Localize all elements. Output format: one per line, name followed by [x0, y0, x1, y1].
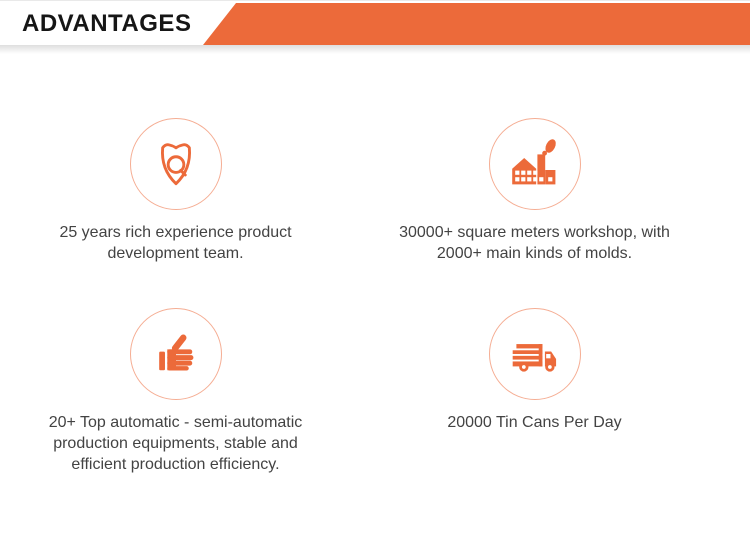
feature-line: 20000 Tin Cans Per Day — [447, 414, 622, 431]
feature-text: 25 years rich experience product develop… — [59, 222, 291, 264]
feature-text: 20000 Tin Cans Per Day — [447, 412, 621, 433]
feature-line: 20+ Top automatic - semi-automatic — [48, 414, 303, 431]
feature-text: 30000+ square meters workshop, with 2000… — [399, 222, 670, 264]
feature-line: production equipments, stable and — [53, 435, 298, 452]
feature-line: 25 years rich experience product — [59, 224, 292, 241]
header-title-plate: ADVANTAGES — [0, 3, 236, 45]
feature-equipment: 20+ Top automatic - semi-automatic produ… — [0, 308, 351, 475]
section-header: ADVANTAGES — [0, 0, 750, 54]
quality-shield-icon — [129, 118, 222, 210]
features-grid: 25 years rich experience product develop… — [0, 44, 750, 475]
factory-icon — [488, 118, 581, 210]
feature-experience: 25 years rich experience product develop… — [0, 118, 351, 264]
feature-output: 20000 Tin Cans Per Day — [359, 308, 710, 475]
feature-workshop: 30000+ square meters workshop, with 2000… — [359, 118, 710, 264]
thumbs-up-icon — [129, 308, 222, 400]
feature-text: 20+ Top automatic - semi-automatic produ… — [49, 412, 303, 475]
page-title: ADVANTAGES — [22, 10, 192, 37]
feature-line: development team. — [107, 245, 244, 262]
feature-line: 2000+ main kinds of molds. — [436, 245, 633, 262]
feature-line: efficient production efficiency. — [71, 456, 280, 473]
feature-line: 30000+ square meters workshop, with — [399, 224, 670, 241]
delivery-truck-icon — [488, 308, 581, 400]
